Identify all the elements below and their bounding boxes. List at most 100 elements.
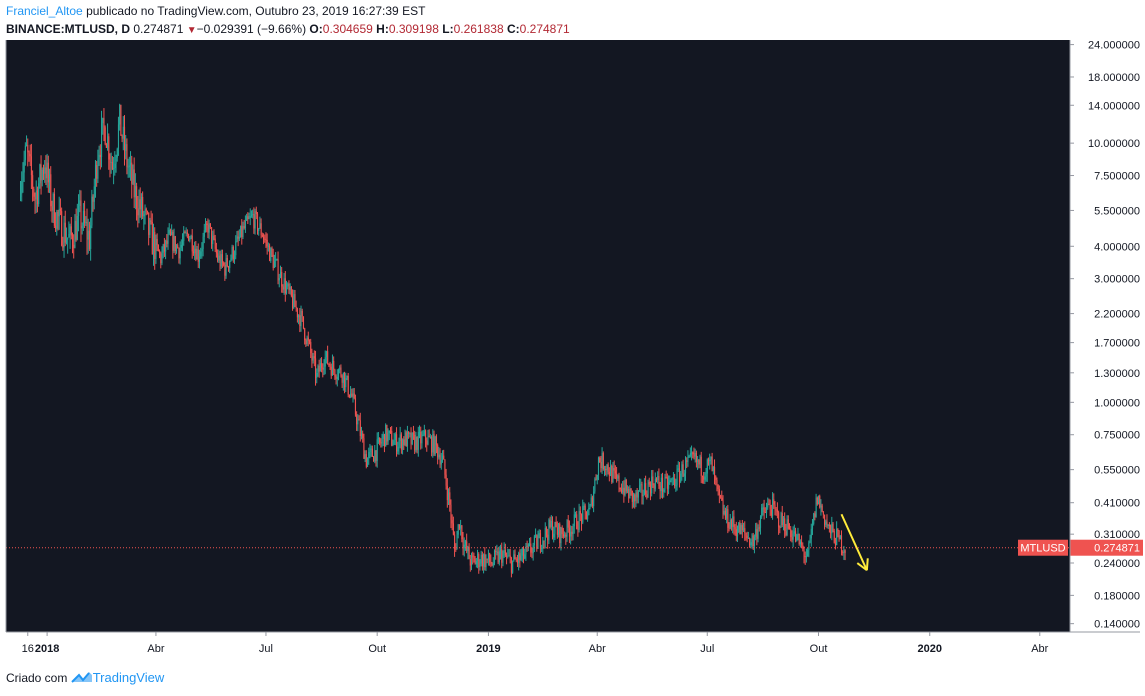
candle-body bbox=[657, 475, 659, 481]
tradingview-brand[interactable]: TradingView bbox=[92, 670, 165, 685]
candle-body bbox=[162, 244, 164, 253]
price-tick-label: 0.240000 bbox=[1094, 558, 1140, 570]
candle-body bbox=[109, 159, 111, 163]
candle-body bbox=[730, 519, 733, 527]
candle-body bbox=[258, 228, 260, 232]
candle-body bbox=[310, 342, 312, 354]
candle-body bbox=[342, 372, 344, 383]
candle-body bbox=[658, 475, 660, 486]
candle-body bbox=[467, 547, 469, 552]
candle-body bbox=[721, 497, 723, 501]
candle-body bbox=[44, 167, 46, 174]
chart-header: Franciel_Altoe publicado no TradingView.… bbox=[6, 4, 1106, 40]
candles bbox=[20, 103, 846, 578]
candle-body bbox=[75, 221, 77, 240]
candle-body bbox=[695, 452, 697, 463]
candle-body bbox=[277, 259, 279, 281]
footer: Criado com TradingView bbox=[6, 670, 164, 688]
candle-body bbox=[192, 251, 195, 254]
candle-body bbox=[625, 479, 627, 492]
candle-body bbox=[775, 509, 777, 511]
candle-body bbox=[802, 545, 804, 549]
candle-body bbox=[68, 233, 70, 238]
candle-body bbox=[108, 136, 110, 160]
trend-arrow bbox=[840, 513, 869, 572]
candle-body bbox=[117, 124, 120, 149]
candle-body bbox=[81, 225, 83, 229]
candle-body bbox=[722, 500, 724, 515]
candle-body bbox=[186, 232, 188, 235]
candle-body bbox=[202, 236, 204, 250]
candle-body bbox=[606, 464, 608, 470]
candle-body bbox=[437, 445, 439, 458]
candle-body bbox=[547, 534, 549, 541]
candle-body bbox=[224, 264, 226, 276]
candle-body bbox=[660, 477, 662, 492]
candle-body bbox=[813, 513, 815, 524]
candle-body bbox=[692, 452, 694, 455]
candle-body bbox=[243, 226, 245, 229]
candle-body bbox=[323, 366, 325, 370]
candle-body bbox=[707, 459, 710, 462]
candle-body bbox=[610, 465, 612, 476]
candle-body bbox=[279, 271, 282, 279]
candle-body bbox=[102, 118, 104, 124]
candle-body bbox=[80, 200, 82, 229]
candle-body bbox=[815, 497, 817, 517]
candle-body bbox=[63, 222, 65, 248]
candle-body bbox=[531, 552, 533, 554]
candle-body bbox=[182, 240, 184, 245]
candle-body bbox=[676, 468, 678, 486]
candle-body bbox=[507, 555, 509, 557]
candle-body bbox=[617, 475, 619, 479]
candle-body bbox=[416, 437, 418, 450]
candle-body bbox=[265, 239, 267, 241]
candle-body bbox=[56, 211, 58, 229]
candle-body bbox=[49, 174, 51, 183]
candle-body bbox=[585, 511, 587, 520]
candle-body bbox=[515, 559, 517, 561]
candle-body bbox=[583, 505, 585, 507]
candle-body bbox=[487, 553, 490, 560]
candle-body bbox=[486, 558, 488, 560]
candle-body bbox=[70, 226, 72, 236]
candle-body bbox=[368, 452, 370, 459]
candle-body bbox=[253, 214, 255, 229]
candle-body bbox=[576, 514, 578, 529]
price-tick-label: 5.500000 bbox=[1094, 205, 1140, 217]
candle-body bbox=[246, 216, 248, 221]
candle-body bbox=[526, 546, 528, 548]
candle-body bbox=[498, 551, 500, 563]
candle-body bbox=[287, 283, 289, 287]
candle-body bbox=[263, 236, 265, 239]
candle-body bbox=[837, 528, 839, 531]
candle-body bbox=[519, 553, 521, 560]
time-axis[interactable]: 16 2018 Abr Jul Out 2019 Abr Jul Out 2020 Abr bbox=[5, 40, 1140, 655]
candle-body bbox=[680, 473, 682, 482]
candle-body bbox=[114, 163, 116, 169]
candle-body bbox=[264, 238, 266, 240]
candle-body bbox=[397, 446, 399, 452]
candle-body bbox=[134, 186, 136, 198]
candle-body bbox=[177, 245, 179, 249]
candle-body bbox=[452, 523, 454, 535]
candle-body bbox=[178, 248, 180, 259]
candle-body bbox=[363, 438, 365, 459]
price-axis[interactable]: 24.000000 18.000000 14.000000 10.000000 7.50… bbox=[1069, 40, 1140, 632]
candle-body bbox=[582, 506, 584, 523]
candle-body bbox=[286, 286, 288, 294]
author-link[interactable]: Franciel_Altoe bbox=[6, 4, 83, 18]
price-tick-label: 14.000000 bbox=[1088, 100, 1140, 112]
arrow-shaft bbox=[840, 513, 868, 571]
candle-body bbox=[635, 492, 637, 502]
candle-body bbox=[21, 181, 23, 194]
candle-body bbox=[649, 484, 652, 494]
candle-body bbox=[509, 555, 511, 558]
candle-body bbox=[810, 528, 812, 539]
candle-body bbox=[125, 144, 127, 151]
candle-body bbox=[219, 255, 221, 267]
candle-body bbox=[120, 104, 122, 136]
candle-body bbox=[214, 238, 216, 249]
candle-body bbox=[336, 376, 338, 379]
